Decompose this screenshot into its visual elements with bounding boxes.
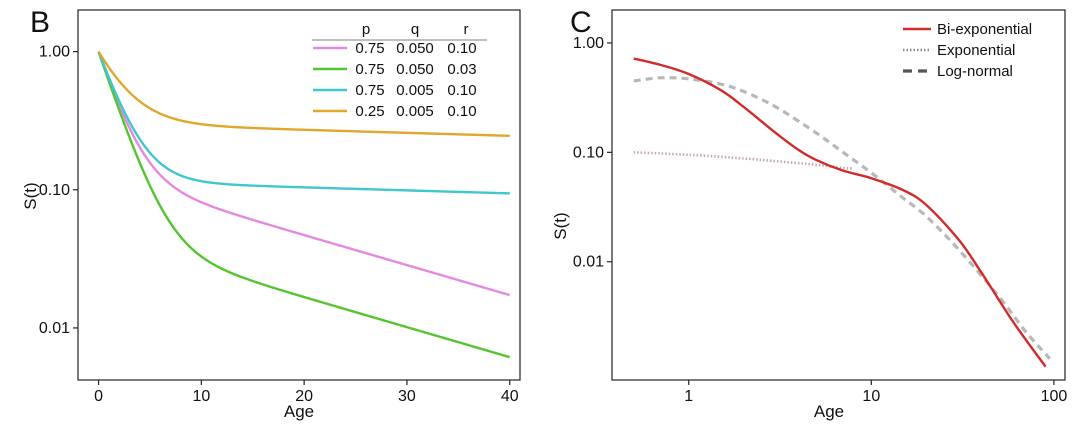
panel-c-frame (611, 9, 1066, 381)
y-tick-label: 1.00 (39, 44, 70, 61)
panel-b-label: B (30, 6, 50, 39)
legend-cell: 0.75 (355, 61, 384, 78)
legend-cell: 0.005 (396, 103, 434, 120)
series-line-log-normal (633, 76, 1052, 360)
x-tick-label: 10 (862, 388, 880, 405)
panel-c-x-ticks: 1 10 100 (684, 380, 1067, 405)
legend-label: Exponential (937, 42, 1015, 59)
series-line-4 (97, 50, 510, 138)
panel-b-y-ticks: 1.00 0.10 0.01 (39, 44, 78, 337)
panel-c-y-axis-title: S(t) (551, 212, 570, 239)
series-line-2 (97, 51, 511, 359)
panel-c-x-axis-title: Age (814, 402, 844, 421)
x-tick-label: 10 (192, 388, 210, 405)
panel-c-curves (633, 57, 1052, 368)
panel-b-legend: p q r 0.75 0.050 0.10 0.75 0.050 0.03 0.75 0.00… (312, 21, 487, 120)
panel-b-x-ticks: 0 10 20 30 40 (94, 380, 519, 405)
panel-b-frame (77, 9, 521, 381)
legend-header-p: p (362, 21, 370, 38)
legend-header-q: q (411, 21, 419, 38)
legend-cell: 0.050 (396, 61, 434, 78)
legend-header-r: r (464, 21, 469, 38)
panel-b-x-axis-title: Age (284, 402, 314, 421)
x-tick-label: 40 (501, 388, 519, 405)
legend-cell: 0.005 (396, 82, 434, 99)
y-tick-label: 1.00 (573, 35, 604, 52)
x-tick-label: 20 (295, 388, 313, 405)
panel-c-legend: Bi-exponential Exponential Log-normal (903, 21, 1032, 80)
legend-cell: 0.10 (447, 40, 476, 57)
legend-cell: 0.10 (447, 82, 476, 99)
series-line-3 (97, 51, 510, 195)
x-tick-label: 1 (684, 388, 693, 405)
series-line-exponential (633, 151, 854, 170)
legend-cell: 0.10 (447, 103, 476, 120)
legend-rows: 0.75 0.050 0.10 0.75 0.050 0.03 0.75 0.005 0.10 0… (313, 40, 477, 120)
panel-c-y-ticks: 1.00 0.10 0.01 (573, 35, 612, 271)
x-tick-label: 0 (94, 388, 103, 405)
panel-c: C 1 10 100 1.00 0.10 0.01 Age S(t) Bi-expone… (551, 6, 1067, 421)
panel-c-label: C (570, 6, 592, 39)
panel-b-y-axis-title: S(t) (21, 182, 40, 209)
legend-label: Log-normal (937, 63, 1013, 80)
legend-cell: 0.050 (396, 40, 434, 57)
y-tick-label: 0.01 (573, 254, 604, 271)
series-line-1 (97, 51, 511, 297)
y-tick-label: 0.10 (573, 144, 604, 161)
legend-label: Bi-exponential (937, 21, 1032, 38)
x-tick-label: 100 (1041, 388, 1068, 405)
x-tick-label: 30 (398, 388, 416, 405)
series-line-bi-exponential (633, 57, 1047, 368)
legend-cell: 0.25 (355, 103, 384, 120)
y-tick-label: 0.10 (39, 182, 70, 199)
legend-cell: 0.03 (447, 61, 476, 78)
legend-cell: 0.75 (355, 40, 384, 57)
panel-b: B 0 10 20 30 40 1.00 0.10 0.01 Age S(t) p q r … (21, 6, 521, 421)
y-tick-label: 0.01 (39, 320, 70, 337)
legend-cell: 0.75 (355, 82, 384, 99)
panel-b-curves (97, 50, 511, 359)
